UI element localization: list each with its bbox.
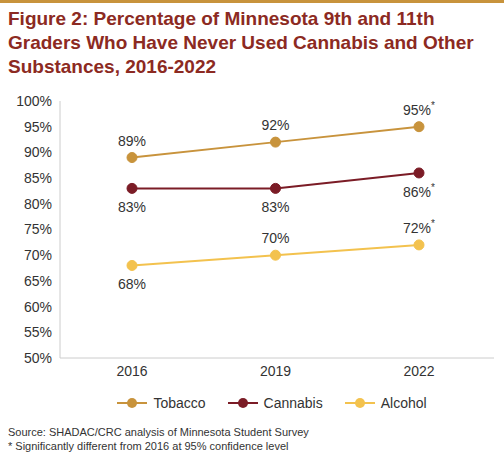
html-text:* Significantly different from: * Significantly different from 2016 at 9… bbox=[8, 440, 289, 452]
svg-text:100%: 100% bbox=[16, 93, 52, 109]
svg-text:65%: 65% bbox=[24, 273, 52, 289]
svg-text:72%*: 72%* bbox=[403, 218, 435, 236]
svg-text:2019: 2019 bbox=[260, 363, 291, 379]
svg-text:75%: 75% bbox=[24, 221, 52, 237]
svg-text:55%: 55% bbox=[24, 324, 52, 340]
svg-text:85%: 85% bbox=[24, 170, 52, 186]
svg-text:86%*: 86%* bbox=[403, 182, 435, 200]
svg-text:2016: 2016 bbox=[116, 363, 147, 379]
html-text:Alcohol: Alcohol bbox=[380, 395, 427, 411]
html-text:Source: SHADAC/CRC analysis of: Source: SHADAC/CRC analysis of Minnesota… bbox=[8, 426, 309, 438]
svg-text:68%: 68% bbox=[118, 276, 146, 292]
svg-text:80%: 80% bbox=[24, 196, 52, 212]
svg-text:83%: 83% bbox=[261, 199, 289, 215]
svg-text:95%*: 95%* bbox=[403, 100, 435, 118]
svg-text:2022: 2022 bbox=[403, 363, 434, 379]
svg-text:60%: 60% bbox=[24, 299, 52, 315]
svg-text:83%: 83% bbox=[118, 199, 146, 215]
svg-text:89%: 89% bbox=[118, 133, 146, 149]
svg-text:70%: 70% bbox=[24, 247, 52, 263]
svg-text:90%: 90% bbox=[24, 144, 52, 160]
svg-text:95%: 95% bbox=[24, 119, 52, 135]
svg-text:70%: 70% bbox=[261, 230, 289, 246]
svg-text:50%: 50% bbox=[24, 350, 52, 366]
html-text:Figure 2: Percentage of Minnes: Figure 2: Percentage of Minnesota 9th an… bbox=[8, 8, 474, 77]
svg-text:92%: 92% bbox=[261, 117, 289, 133]
html-text:Tobacco: Tobacco bbox=[153, 395, 206, 411]
html-text:Cannabis: Cannabis bbox=[263, 395, 323, 411]
